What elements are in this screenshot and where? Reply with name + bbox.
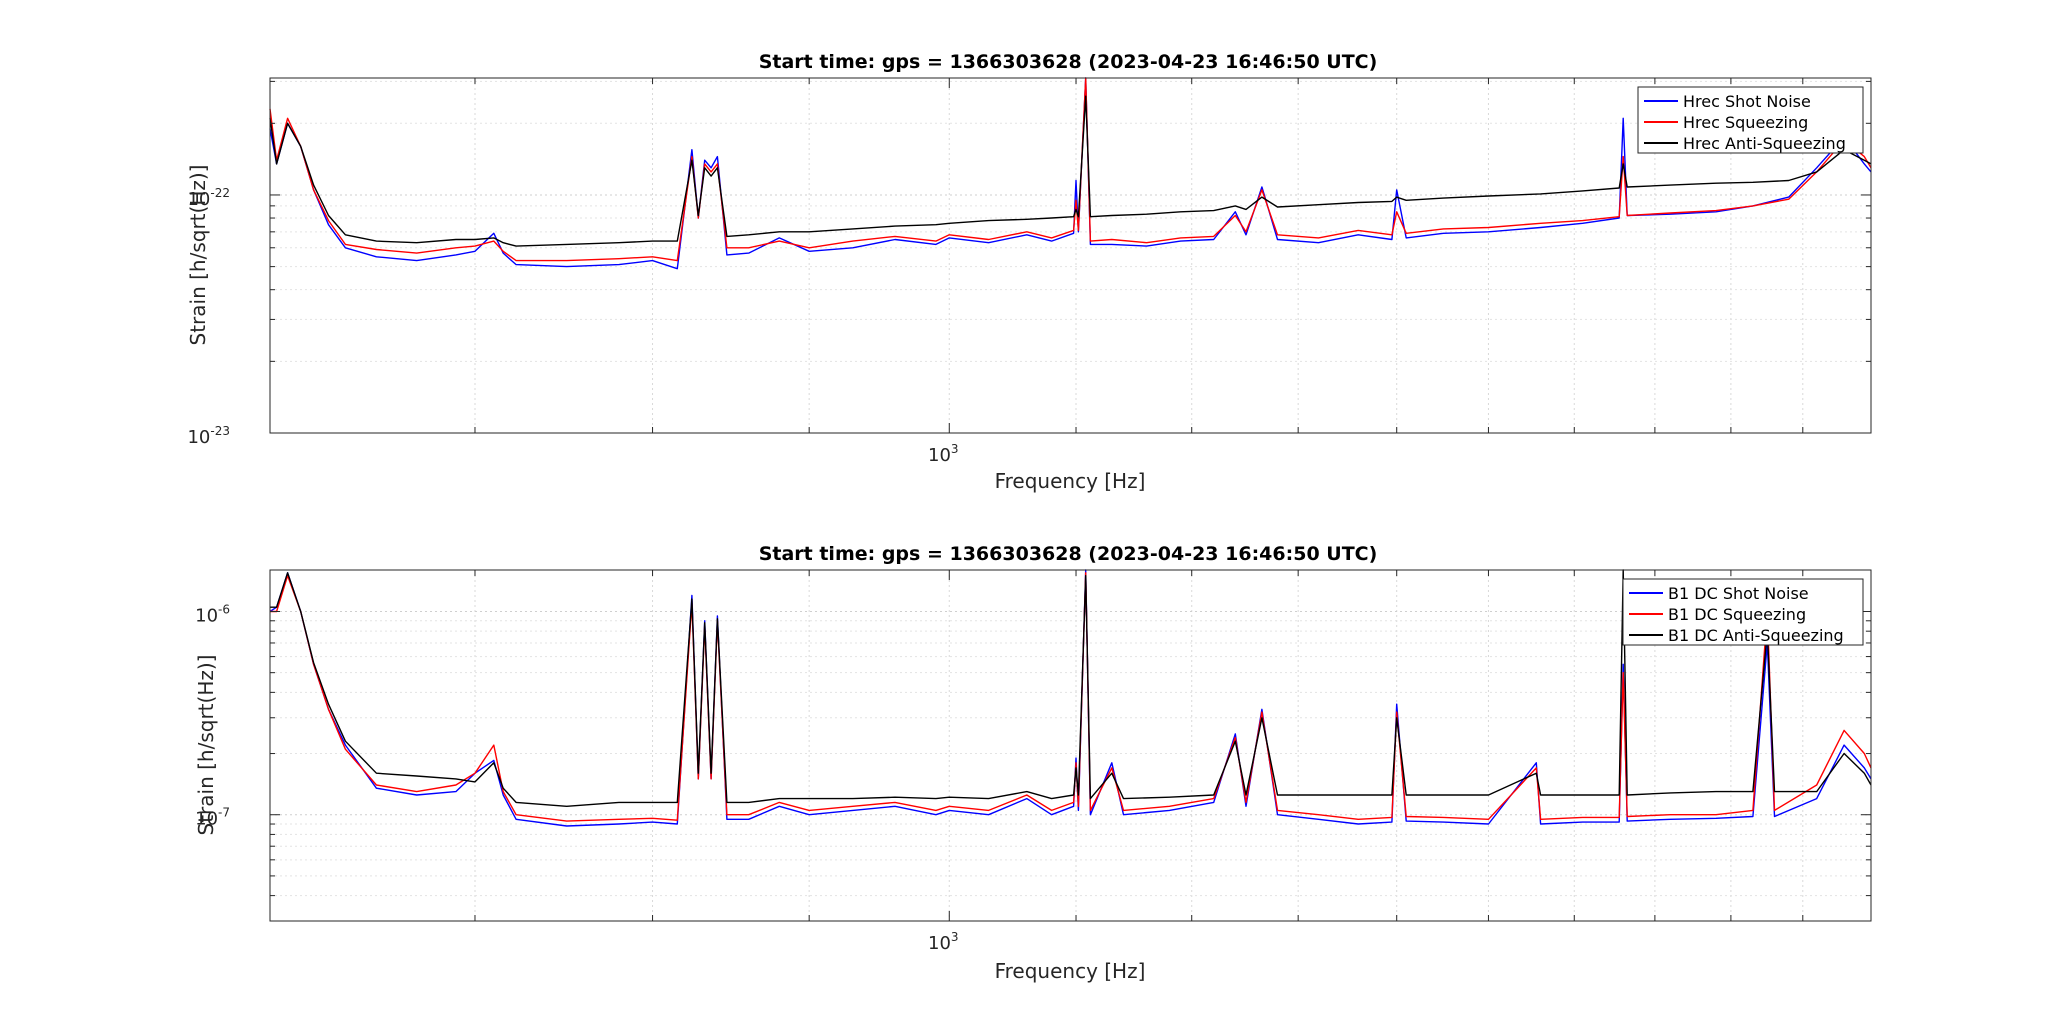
bottom-plot-legend: B1 DC Shot Noise B1 DC Squeezing B1 DC Ant…: [1622, 578, 1864, 646]
y-tick-label: 10-22: [187, 186, 230, 210]
legend-label: B1 DC Squeezing: [1668, 605, 1806, 624]
y-tick-label: 10-7: [195, 806, 230, 830]
series-line-1: [270, 572, 1872, 822]
y-tick-label: 10-23: [187, 424, 230, 448]
bottom-plot-ticks: 103 10-7 10-6: [195, 570, 1871, 954]
top-plot-xlabel: Frequency [Hz]: [995, 469, 1146, 493]
x-tick-label: 103: [928, 442, 959, 466]
top-plot-series: [269, 77, 1872, 270]
series-line-2: [269, 95, 1872, 247]
bottom-plot-frame: [269, 569, 1872, 922]
bottom-plot-xlabel: Frequency [Hz]: [995, 959, 1146, 983]
series-line-2: [270, 569, 1872, 807]
x-tick-label: 103: [928, 930, 959, 954]
series-line-1: [269, 77, 1872, 262]
legend-label: Hrec Anti-Squeezing: [1683, 134, 1846, 153]
legend-label: Hrec Squeezing: [1683, 113, 1808, 132]
bottom-plot-ylabel: Strain [h/sqrt(Hz)]: [194, 655, 218, 836]
bottom-plot-title: Start time: gps = 1366303628 (2023-04-23…: [759, 543, 1378, 565]
series-line-0: [269, 77, 1872, 270]
top-plot-ylabel: Strain [h/sqrt(Hz)]: [186, 165, 210, 346]
top-plot-legend: Hrec Shot Noise Hrec Squeezing Hrec Anti-S…: [1637, 86, 1864, 154]
top-plot-ticks: 103 10-23 10-22: [187, 78, 1871, 466]
y-tick-label: 10-6: [195, 602, 230, 626]
bottom-plot: Start time: gps = 1366303628 (2023-04-23…: [194, 543, 1872, 983]
top-plot-title: Start time: gps = 1366303628 (2023-04-23…: [759, 51, 1378, 73]
top-plot: Start time: gps = 1366303628 (2023-04-23…: [186, 51, 1872, 493]
legend-label: B1 DC Shot Noise: [1668, 584, 1809, 603]
legend-label: B1 DC Anti-Squeezing: [1668, 626, 1844, 645]
legend-label: Hrec Shot Noise: [1683, 92, 1811, 111]
top-plot-frame: [269, 77, 1872, 434]
bottom-plot-series: [269, 569, 1872, 827]
